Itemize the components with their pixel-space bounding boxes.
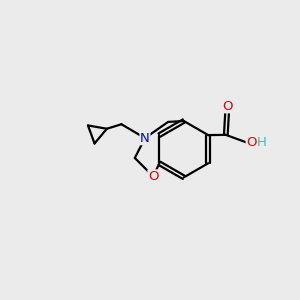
Text: N: N bbox=[140, 132, 150, 145]
Text: O: O bbox=[222, 100, 232, 113]
Text: O: O bbox=[148, 170, 158, 183]
Text: H: H bbox=[257, 136, 267, 149]
Text: O: O bbox=[246, 136, 257, 149]
